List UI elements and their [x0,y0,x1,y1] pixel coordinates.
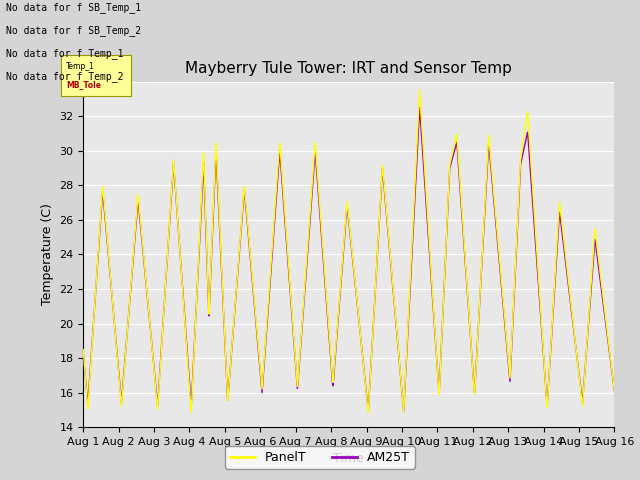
Text: Temp_1: Temp_1 [67,62,95,71]
Text: MB_Tole: MB_Tole [67,81,101,90]
X-axis label: Time: Time [333,453,364,466]
Y-axis label: Temperature (C): Temperature (C) [41,204,54,305]
Title: Mayberry Tule Tower: IRT and Sensor Temp: Mayberry Tule Tower: IRT and Sensor Temp [186,61,512,76]
Text: No data for f SB_Temp_1: No data for f SB_Temp_1 [6,2,141,13]
Legend: PanelT, AM25T: PanelT, AM25T [225,446,415,469]
Text: No data for f SB_Temp_2: No data for f SB_Temp_2 [6,25,141,36]
Text: No data for f Temp_2: No data for f Temp_2 [6,72,124,83]
Text: No data for f Temp_1: No data for f Temp_1 [6,48,124,60]
